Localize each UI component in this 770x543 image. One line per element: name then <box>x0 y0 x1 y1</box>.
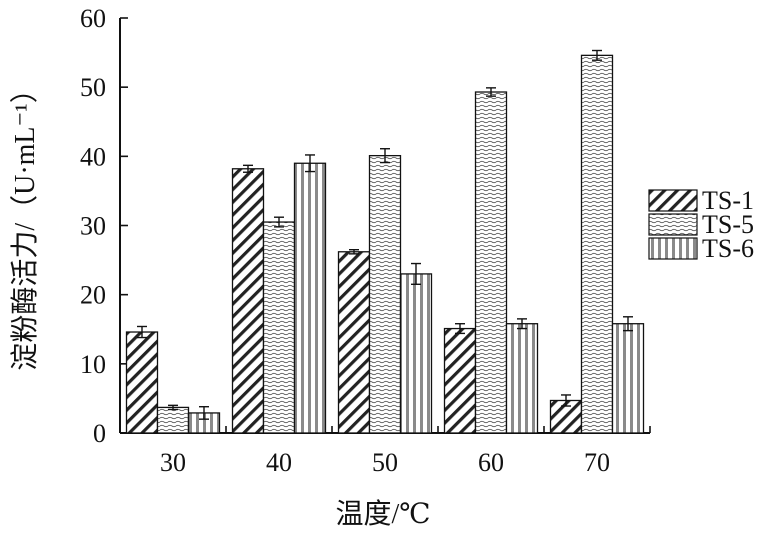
y-tick-label: 30 <box>80 212 106 241</box>
y-tick-label: 60 <box>80 4 106 33</box>
legend-swatch-ts-5 <box>648 213 698 236</box>
bar-ts-5-60 <box>474 91 508 434</box>
y-tick-label: 40 <box>80 142 106 171</box>
x-tick-label: 50 <box>372 448 398 477</box>
legend-swatch-ts-6 <box>648 237 698 260</box>
bars <box>125 49 645 434</box>
bar-ts-5-70 <box>580 54 614 434</box>
x-tick-label: 40 <box>266 448 292 477</box>
legend-label-ts-5: TS-5 <box>702 210 754 239</box>
y-tick-label: 50 <box>80 73 106 102</box>
bar-ts-6-40 <box>293 162 327 434</box>
y-tick-label: 20 <box>80 281 106 310</box>
y-tick-label: 10 <box>80 350 106 379</box>
y-axis-title: 淀粉酶活力/（U·mL⁻¹） <box>9 75 41 370</box>
bar-ts-5-40 <box>262 221 296 434</box>
bar-ts-1-40 <box>231 168 265 434</box>
axis-labels: 0 10 20 30 40 50 60 30 40 50 60 70 <box>80 4 610 477</box>
x-tick-label: 30 <box>160 448 186 477</box>
bar-ts-5-50 <box>368 154 402 434</box>
y-tick-label: 0 <box>93 419 106 448</box>
x-tick-label: 60 <box>478 448 504 477</box>
legend-label-ts-6: TS-6 <box>702 234 754 263</box>
bar-ts-1-30 <box>125 331 159 434</box>
legend: TS-1TS-5TS-6 <box>648 186 754 263</box>
legend-swatch-ts-1 <box>648 189 698 212</box>
bar-ts-5-30 <box>156 406 190 434</box>
bar-ts-6-50 <box>399 273 433 434</box>
x-axis-title: 温度/℃ <box>335 498 430 530</box>
legend-label-ts-1: TS-1 <box>702 186 754 215</box>
bar-ts-6-70 <box>611 323 645 434</box>
bar-ts-1-60 <box>443 327 477 434</box>
x-tick-label: 70 <box>584 448 610 477</box>
bar-ts-1-50 <box>337 251 371 434</box>
bar-ts-6-60 <box>505 323 539 434</box>
